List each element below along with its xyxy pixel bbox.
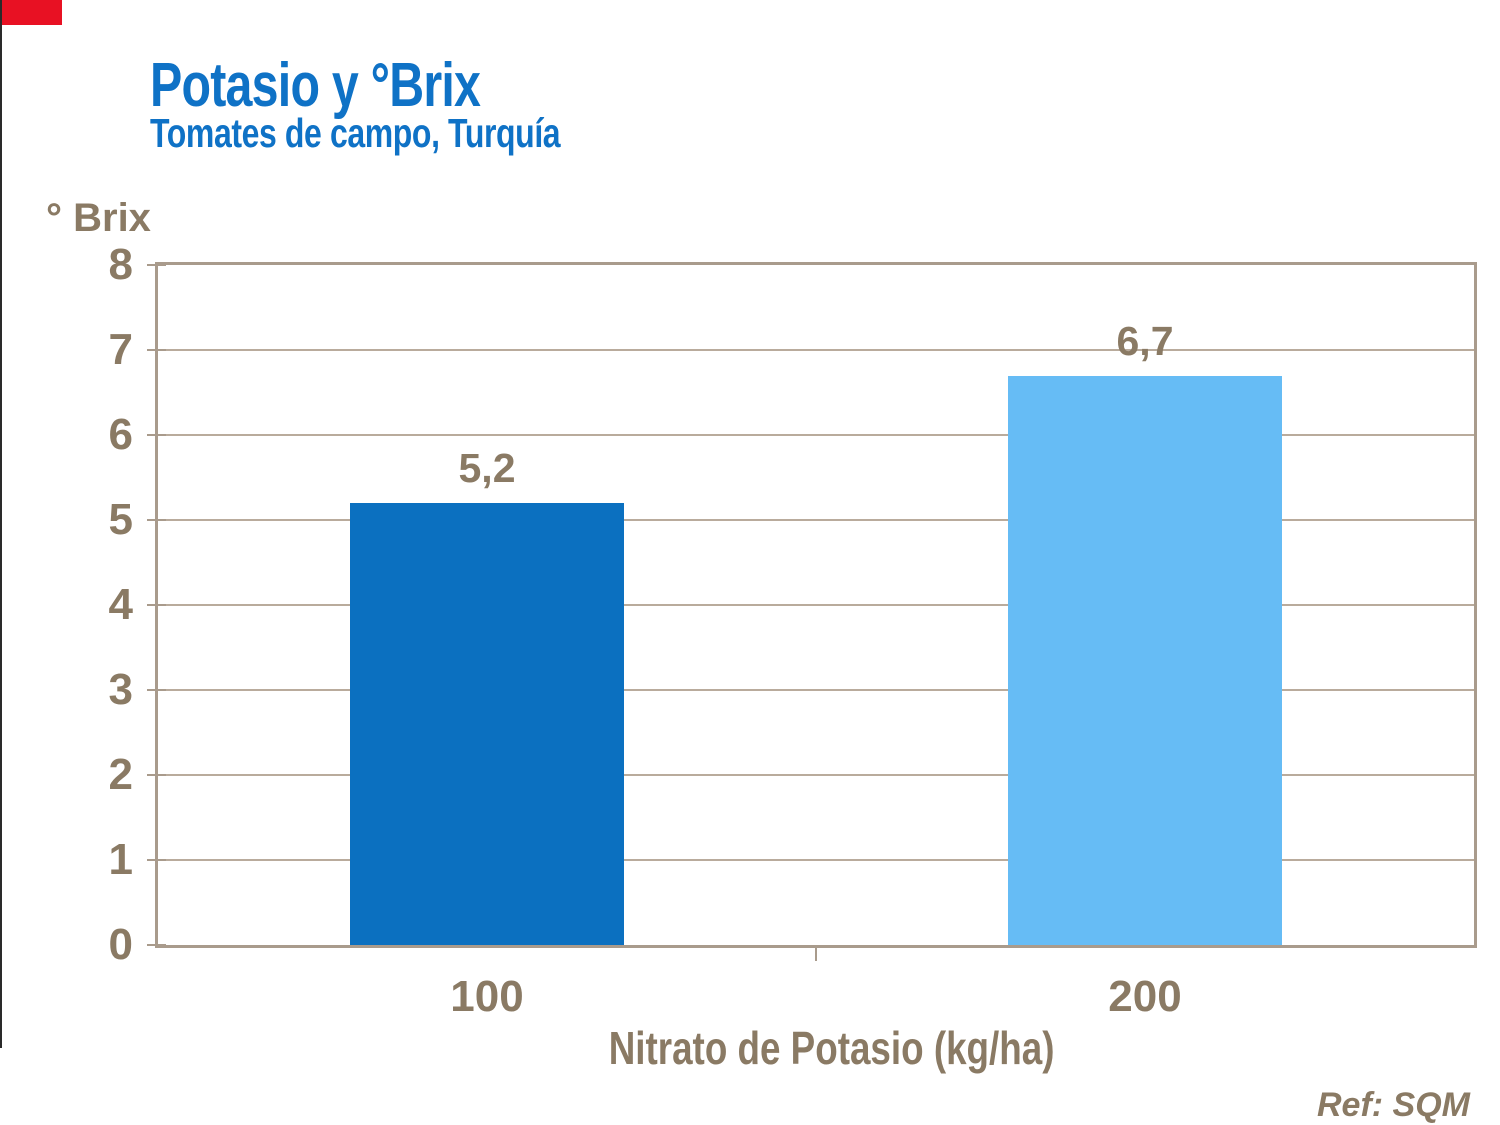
y-axis-tick	[147, 519, 166, 521]
y-axis-tick	[147, 944, 166, 946]
x-axis-title-text: Nitrato de Potasio (kg/ha)	[609, 1022, 1055, 1074]
gridline	[158, 349, 1474, 351]
left-edge-line	[0, 0, 2, 1048]
y-axis-title: ° Brix	[46, 196, 151, 240]
gridline	[158, 519, 1474, 521]
gridline	[158, 604, 1474, 606]
bar-value-label: 5,2	[458, 445, 516, 491]
y-axis-tick	[147, 689, 166, 691]
y-axis-tick	[147, 349, 166, 351]
chart-title: Potasio y °Brix	[150, 51, 481, 120]
y-tick-label: 4	[108, 580, 133, 629]
x-axis-title: Nitrato de Potasio (kg/ha)	[172, 1022, 1492, 1074]
y-axis-tick	[147, 264, 166, 266]
chart-subtitle: Tomates de campo, Turquía	[150, 110, 561, 156]
gridline	[158, 774, 1474, 776]
x-tick-label: 200	[1108, 972, 1182, 1021]
y-axis-tick	[147, 604, 166, 606]
y-tick-label: 5	[108, 495, 133, 544]
x-tick-label: 100	[450, 972, 524, 1021]
y-tick-label: 0	[108, 920, 133, 969]
y-tick-label: 3	[108, 665, 133, 714]
x-axis-tick	[815, 948, 817, 961]
red-corner-mark	[0, 0, 62, 25]
y-axis-tick	[147, 434, 166, 436]
y-tick-label: 8	[108, 240, 133, 289]
y-tick-label: 6	[108, 410, 133, 459]
reference-label: Ref: SQM	[1317, 1086, 1470, 1124]
gridline	[158, 859, 1474, 861]
bar-value-label: 6,7	[1116, 317, 1174, 364]
y-tick-label: 7	[108, 325, 133, 374]
y-axis-tick	[147, 859, 166, 861]
y-tick-label: 1	[108, 835, 133, 884]
bar	[350, 503, 624, 945]
y-tick-label: 2	[108, 750, 133, 799]
gridline	[158, 689, 1474, 691]
y-axis-tick	[147, 774, 166, 776]
gridline	[158, 434, 1474, 436]
bar	[1008, 375, 1282, 945]
